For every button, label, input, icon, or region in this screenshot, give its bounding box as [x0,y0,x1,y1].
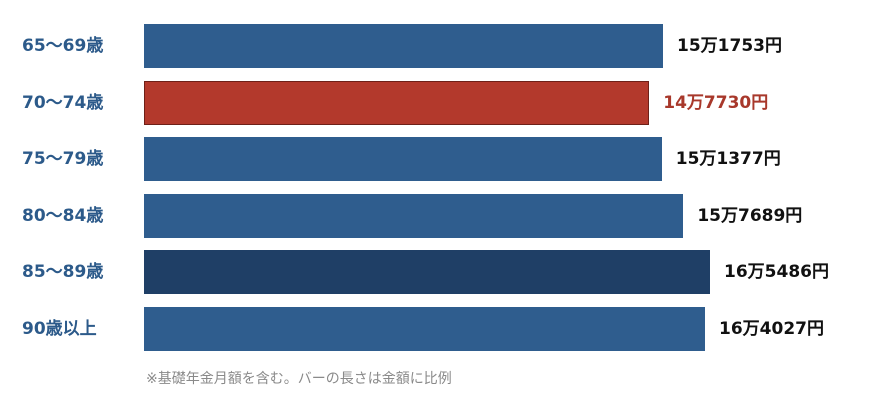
category-label: 70〜74歳 [22,92,104,113]
bar [144,24,664,68]
category-label: 75〜79歳 [22,149,104,170]
value-label: 15万7689円 [697,205,803,226]
bar [144,307,705,351]
category-label: 65〜69歳 [22,36,104,56]
value-label: 15万1377円 [675,149,781,170]
bar [144,137,662,182]
bar [144,250,710,295]
value-label: 16万5486円 [724,262,829,283]
value-label: 15万1753円 [677,36,782,56]
value-label: 16万4027円 [719,319,824,339]
category-label: 80〜84歳 [22,205,104,226]
bar [144,80,650,125]
value-label: 14万7730円 [663,92,769,113]
footnote: ※基礎年金月額を含む。バーの長さは金額に比例 [146,371,452,387]
bar [144,193,684,238]
category-label: 85〜89歳 [22,262,104,283]
category-label: 90歳以上 [22,319,97,339]
